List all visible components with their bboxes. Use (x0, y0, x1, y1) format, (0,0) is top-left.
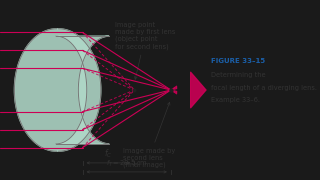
Text: Image point
made by first lens
(object point
for second lens): Image point made by first lens (object p… (115, 22, 176, 79)
Text: FIGURE 33–15: FIGURE 33–15 (211, 58, 265, 64)
Text: focal length of a diverging lens.: focal length of a diverging lens. (211, 85, 317, 91)
Text: Example 33–6.: Example 33–6. (211, 97, 260, 103)
Text: Image made by
second lens
(final image): Image made by second lens (final image) (123, 102, 175, 168)
Text: Determining the: Determining the (211, 72, 266, 78)
Polygon shape (190, 72, 206, 108)
Text: $f_T = 28.5$ cm: $f_T = 28.5$ cm (106, 159, 148, 169)
Polygon shape (14, 29, 101, 151)
Text: $f_C$: $f_C$ (104, 148, 113, 160)
Polygon shape (56, 36, 109, 144)
